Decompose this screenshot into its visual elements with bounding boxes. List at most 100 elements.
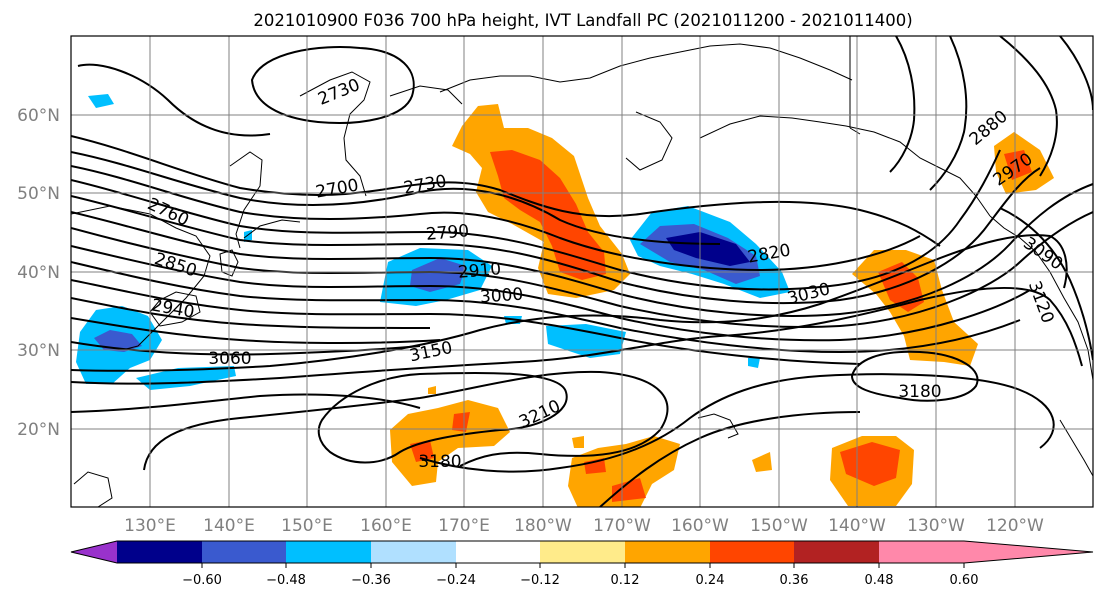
colorbar-segment [794,541,879,563]
contour-label: 2910 [457,259,502,283]
positive-shading [1004,150,1032,180]
colorbar-extend-max [964,541,1093,563]
height-contour [71,165,921,272]
colorbar-segment [456,541,540,563]
colorbar-segment [371,541,456,563]
colorbar-tick-label: 0.24 [696,573,725,588]
lon-tick-label: 160°W [671,516,729,536]
coastline [439,43,853,93]
longitude-labels: 130°E 140°E 150°E 160°E 170°E 180°W 170°… [124,516,1044,536]
positive-shading [452,412,470,432]
coastline [73,471,113,507]
positive-shading [840,442,900,486]
height-contour [71,149,1001,291]
latitude-labels: 60°N 50°N 40°N 30°N 20°N [17,106,60,440]
colorbar: −0.60 −0.48 −0.36 −0.24 −0.12 0.12 0.24 … [70,540,1094,588]
height-contour [71,135,941,247]
colorbar-tick-label: −0.60 [182,573,222,588]
coastline [1059,419,1093,477]
coastline [849,127,861,135]
colorbar-tick-label: 0.60 [950,573,979,588]
height-contour [71,287,1083,385]
colorbar-tick-label: 0.48 [865,573,894,588]
height-contour [317,371,568,464]
colorbar-ticks [201,563,965,568]
lat-tick-label: 20°N [17,420,60,440]
height-contour [71,151,721,245]
colorbar-tick-label: −0.24 [436,573,476,588]
height-contour [850,350,979,402]
lon-tick-label: 150°W [750,516,808,536]
coastline [697,413,739,439]
height-contour [999,36,1058,177]
height-contour [71,279,861,365]
height-contour [250,46,415,124]
lon-tick-label: 180°W [514,516,572,536]
lon-tick-label: 130°W [907,516,965,536]
map-frame [70,35,1094,508]
lon-tick-label: 170°E [438,516,490,536]
height-contour [71,297,431,329]
contour-label: 2790 [425,221,470,245]
height-contour [71,341,421,356]
lat-tick-label: 30°N [17,341,60,361]
lon-tick-label: 150°E [281,516,333,536]
positive-shading [462,132,474,150]
coastline [243,219,301,239]
coastline [71,205,211,351]
colorbar-outline [70,540,1094,564]
height-contour [71,211,1093,328]
height-contour [889,36,916,173]
height-contours [71,36,1093,507]
colorbar-segment [202,541,286,563]
contour-label: 3180 [898,382,941,402]
lon-tick-label: 140°W [828,516,886,536]
contour-label: 3180 [418,452,461,472]
positive-shading [568,436,680,507]
negative-shading [88,94,114,108]
coastline [625,111,673,171]
colorbar-tick-label: −0.36 [351,573,391,588]
positive-shading [572,436,584,448]
negative-shading [666,232,750,266]
lon-tick-label: 140°E [203,516,255,536]
height-contour [71,234,1068,372]
map-panel: 2730 2700 2730 2760 2790 2850 2910 2940 … [70,35,1094,508]
colorbar-tick-label: −0.48 [266,573,306,588]
contour-label: 3060 [208,349,251,369]
colorbar-extend-min [71,541,117,563]
positive-shading [490,150,606,280]
colorbar-segment [625,541,710,563]
coastline [229,151,263,249]
lon-tick-label: 170°W [593,516,651,536]
negative-shading [410,258,466,292]
colorbar-tick-label: −0.12 [520,573,560,588]
colorbar-segment [117,541,202,563]
colorbar-tick-label: 0.12 [611,573,640,588]
coastline [699,115,991,217]
height-contour [419,373,1055,473]
colorbar-segment [286,541,371,563]
positive-shading [428,386,436,394]
coastline [389,85,463,105]
height-contour [71,261,1021,354]
height-contour [71,317,441,344]
coastline [299,71,371,197]
colorbar-segment [879,541,964,563]
height-contour [71,167,1041,305]
height-contour [143,370,669,471]
lat-tick-label: 50°N [17,184,60,204]
lon-tick-label: 130°E [124,516,176,536]
height-contour [77,63,271,137]
colorbar-segment [540,541,625,563]
height-contour [71,183,1093,317]
height-contour [929,36,968,191]
colorbar-segment [710,541,794,563]
height-contour [999,207,1093,361]
positive-shading [752,452,772,472]
coastline [219,249,239,277]
coastlines [71,36,1093,507]
contour-label: 3000 [479,285,524,308]
height-contour [71,393,421,413]
